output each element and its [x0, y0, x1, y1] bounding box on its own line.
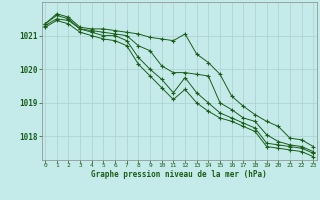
X-axis label: Graphe pression niveau de la mer (hPa): Graphe pression niveau de la mer (hPa)	[91, 170, 267, 179]
